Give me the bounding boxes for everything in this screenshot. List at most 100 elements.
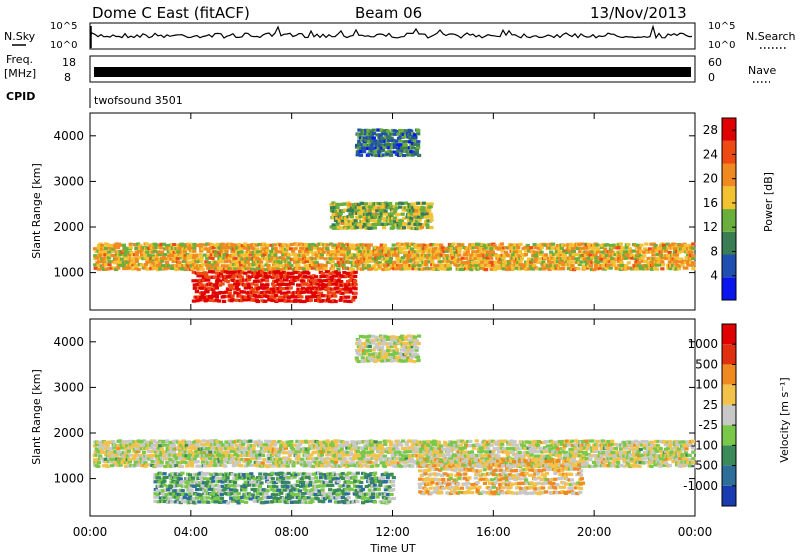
data-cell-gray-band — [443, 440, 448, 444]
data-cell-gray-band — [523, 447, 528, 451]
data-cell-far — [412, 133, 418, 137]
data-cell-main — [606, 264, 611, 268]
data-cell-near — [210, 294, 216, 298]
data-cell-far — [401, 145, 406, 149]
data-cell-near — [306, 286, 311, 290]
data-cell-gray-band — [152, 447, 157, 451]
count-right-tick-top: 10^5 — [708, 21, 735, 32]
colorbar-tick-label: 16 — [703, 196, 718, 210]
data-cell-gray-band — [224, 457, 229, 461]
data-cell-main — [336, 253, 341, 257]
data-cell-mid — [410, 202, 415, 206]
data-cell-mid — [407, 218, 412, 222]
data-cell-main — [337, 247, 342, 251]
data-cell-main — [523, 245, 528, 250]
data-cell-main — [433, 264, 438, 268]
data-cell-main — [367, 264, 372, 268]
data-cell-main — [551, 242, 556, 246]
data-cell-near — [195, 283, 200, 287]
data-cell-main — [138, 256, 143, 260]
data-cell-main — [287, 261, 292, 265]
data-cell-gray-band — [188, 446, 193, 450]
data-cell-gray-band — [632, 447, 637, 451]
data-cell-mid — [335, 202, 340, 206]
data-cell-near — [301, 290, 306, 294]
data-cell-main — [654, 249, 659, 253]
data-cell-gray-band — [179, 443, 184, 448]
data-cell-main — [319, 253, 325, 257]
data-cell-far — [416, 140, 421, 144]
data-cell-main — [571, 252, 576, 257]
data-cell-mid — [407, 222, 412, 226]
data-cell-gray-band — [545, 440, 550, 444]
data-cell-main — [379, 243, 384, 247]
data-cell-main — [392, 253, 397, 257]
data-cell-main — [627, 266, 632, 270]
data-cell-main — [666, 246, 671, 250]
data-cell-gray-band — [512, 447, 518, 451]
data-cell-gray-band — [506, 442, 511, 446]
data-cell-main — [583, 257, 588, 261]
data-cell-far — [403, 143, 408, 147]
data-cell-main — [610, 262, 615, 267]
data-cell-near — [331, 271, 336, 275]
data-cell-gray-band — [264, 443, 269, 447]
data-cell-far — [362, 136, 367, 140]
data-cell-near — [265, 279, 270, 283]
data-cell-gray-band — [234, 463, 240, 467]
data-cell-main — [308, 260, 314, 264]
data-cell-near — [201, 292, 206, 296]
data-cell-gray-band — [536, 439, 541, 444]
data-cell-main — [345, 257, 350, 261]
data-cell-gray-band — [397, 440, 402, 445]
data-cell-gray-band — [249, 463, 254, 467]
data-cell-near — [250, 282, 255, 286]
data-cell-gray-band — [298, 442, 303, 447]
data-cell-main — [184, 267, 189, 271]
data-cell-far — [401, 135, 406, 139]
data-cell-main — [170, 253, 175, 258]
data-cell-main — [394, 267, 399, 271]
data-cell-near — [216, 274, 222, 278]
data-cell-gray-band — [512, 440, 517, 444]
data-cell-gray-band — [165, 443, 170, 447]
data-cell-main — [397, 257, 402, 261]
data-cell-main — [374, 262, 379, 267]
data-cell-gray-band — [399, 443, 404, 447]
data-cell-gray-band — [136, 463, 141, 467]
data-cell-gray-band — [568, 461, 573, 465]
data-cell-near — [304, 275, 309, 279]
data-cell-main — [336, 257, 341, 261]
data-cell-main — [517, 250, 522, 254]
data-cell-main — [484, 268, 489, 272]
data-cell-far — [356, 133, 361, 137]
data-cell-main — [465, 246, 470, 250]
data-cell-gray-band — [631, 440, 636, 444]
data-cell-far — [381, 153, 387, 157]
data-cell-main — [446, 256, 451, 260]
data-cell-main — [378, 252, 383, 256]
data-cell-gray-band — [355, 449, 360, 454]
data-cell-main — [206, 254, 211, 258]
data-cell-gray-band — [345, 460, 350, 464]
data-cell-gray-band — [192, 454, 197, 458]
data-cell-main — [318, 266, 323, 270]
data-cell-main — [352, 256, 358, 260]
data-cell-far — [378, 133, 383, 137]
data-cell-gray-band — [305, 450, 310, 454]
data-cell-gray-band — [510, 464, 515, 468]
data-cell-near — [199, 283, 205, 287]
data-cell-gray-band — [433, 440, 438, 444]
data-cell-main — [201, 263, 206, 267]
data-cell-main — [482, 243, 487, 248]
data-cell-main — [373, 267, 379, 271]
data-cell-main — [237, 250, 242, 255]
data-cell-main — [471, 243, 476, 247]
data-cell-main — [367, 250, 372, 254]
data-cell-gray-band — [539, 440, 544, 445]
data-cell-mid — [429, 218, 434, 222]
data-cell-gray-band — [453, 446, 458, 450]
data-cell-far — [381, 132, 387, 136]
data-cell-main — [129, 250, 134, 254]
data-cell-mid — [371, 205, 376, 209]
